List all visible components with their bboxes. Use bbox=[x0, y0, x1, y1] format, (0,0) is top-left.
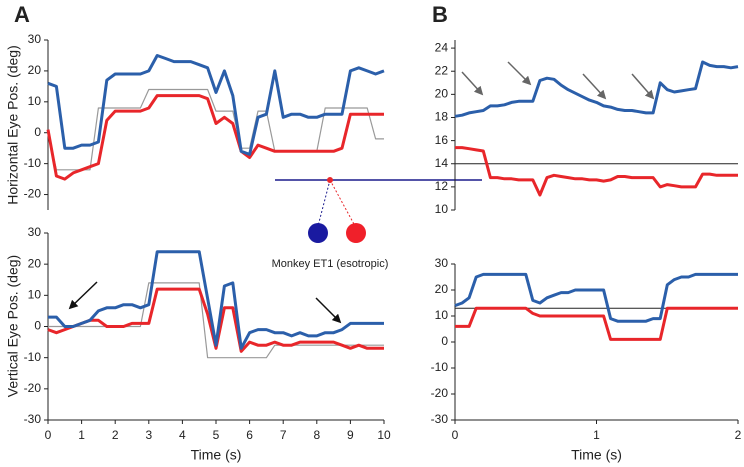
y-tick-label: 14 bbox=[435, 156, 449, 170]
y-tick-label: -20 bbox=[431, 386, 449, 400]
y-tick-label: 0 bbox=[34, 319, 41, 333]
y-tick-label: -20 bbox=[24, 381, 42, 395]
y-tick-label: 20 bbox=[28, 256, 42, 270]
y-tick-label: 30 bbox=[28, 32, 42, 46]
y-tick-label: 10 bbox=[28, 288, 42, 302]
x-tick-label: 6 bbox=[246, 428, 253, 442]
arrow bbox=[507, 61, 532, 86]
x-tick-label: 1 bbox=[593, 428, 600, 442]
x-tick-label: 9 bbox=[347, 428, 354, 442]
x-tick-label: 5 bbox=[213, 428, 220, 442]
y-tick-label: -30 bbox=[24, 412, 42, 426]
y-axis-label: Horizontal Eye Pos. (deg) bbox=[5, 45, 21, 205]
x-tick-label: 0 bbox=[452, 428, 459, 442]
x-tick-label: 10 bbox=[377, 428, 391, 442]
y-tick-label: 18 bbox=[435, 110, 449, 124]
y-tick-label: 10 bbox=[28, 94, 42, 108]
y-tick-label: -10 bbox=[24, 156, 42, 170]
arrow bbox=[68, 281, 98, 310]
x-tick-label: 8 bbox=[313, 428, 320, 442]
annotation: Monkey ET1 (esotropic) bbox=[272, 258, 389, 270]
eye-diagram bbox=[275, 177, 482, 243]
y-tick-label: -10 bbox=[431, 360, 449, 374]
arrow bbox=[461, 71, 484, 96]
y-tick-label: 0 bbox=[34, 125, 41, 139]
series-line bbox=[48, 250, 384, 350]
y-tick-label: 20 bbox=[435, 87, 449, 101]
x-tick-label: 0 bbox=[45, 428, 52, 442]
arrow bbox=[631, 73, 655, 100]
panel-label: A bbox=[14, 2, 30, 27]
y-tick-label: 0 bbox=[441, 334, 448, 348]
series-line bbox=[454, 272, 738, 323]
y-tick-label: -10 bbox=[24, 350, 42, 364]
y-tick-label: 16 bbox=[435, 133, 449, 147]
y-tick-label: 30 bbox=[28, 225, 42, 239]
x-tick-label: 4 bbox=[179, 428, 186, 442]
x-tick-label: 2 bbox=[112, 428, 119, 442]
series-line bbox=[46, 94, 384, 181]
x-tick-label: 2 bbox=[735, 428, 742, 442]
y-tick-label: -20 bbox=[24, 187, 42, 201]
series-line bbox=[455, 146, 738, 197]
y-tick-label: 20 bbox=[435, 282, 449, 296]
y-tick-label: 10 bbox=[435, 202, 449, 216]
x-axis-label: Time (s) bbox=[191, 447, 242, 463]
y-axis-label: Vertical Eye Pos. (deg) bbox=[5, 255, 21, 397]
y-tick-label: 22 bbox=[435, 63, 449, 77]
series-line bbox=[48, 282, 384, 359]
y-tick-label: 20 bbox=[28, 63, 42, 77]
arrow bbox=[315, 297, 342, 324]
y-tick-label: -30 bbox=[431, 412, 449, 426]
y-tick-label: 10 bbox=[435, 308, 449, 322]
arrow bbox=[582, 73, 607, 100]
y-tick-label: 30 bbox=[435, 256, 449, 270]
series-line bbox=[454, 60, 739, 118]
x-axis-label: Time (s) bbox=[571, 447, 622, 463]
series-line bbox=[47, 54, 385, 156]
x-tick-label: 1 bbox=[78, 428, 85, 442]
series-line bbox=[455, 306, 738, 341]
x-tick-label: 7 bbox=[280, 428, 287, 442]
series-line bbox=[47, 287, 384, 353]
y-tick-label: 12 bbox=[435, 179, 449, 193]
y-tick-label: 24 bbox=[435, 40, 449, 54]
panel-label: B bbox=[432, 2, 448, 27]
x-tick-label: 3 bbox=[145, 428, 152, 442]
